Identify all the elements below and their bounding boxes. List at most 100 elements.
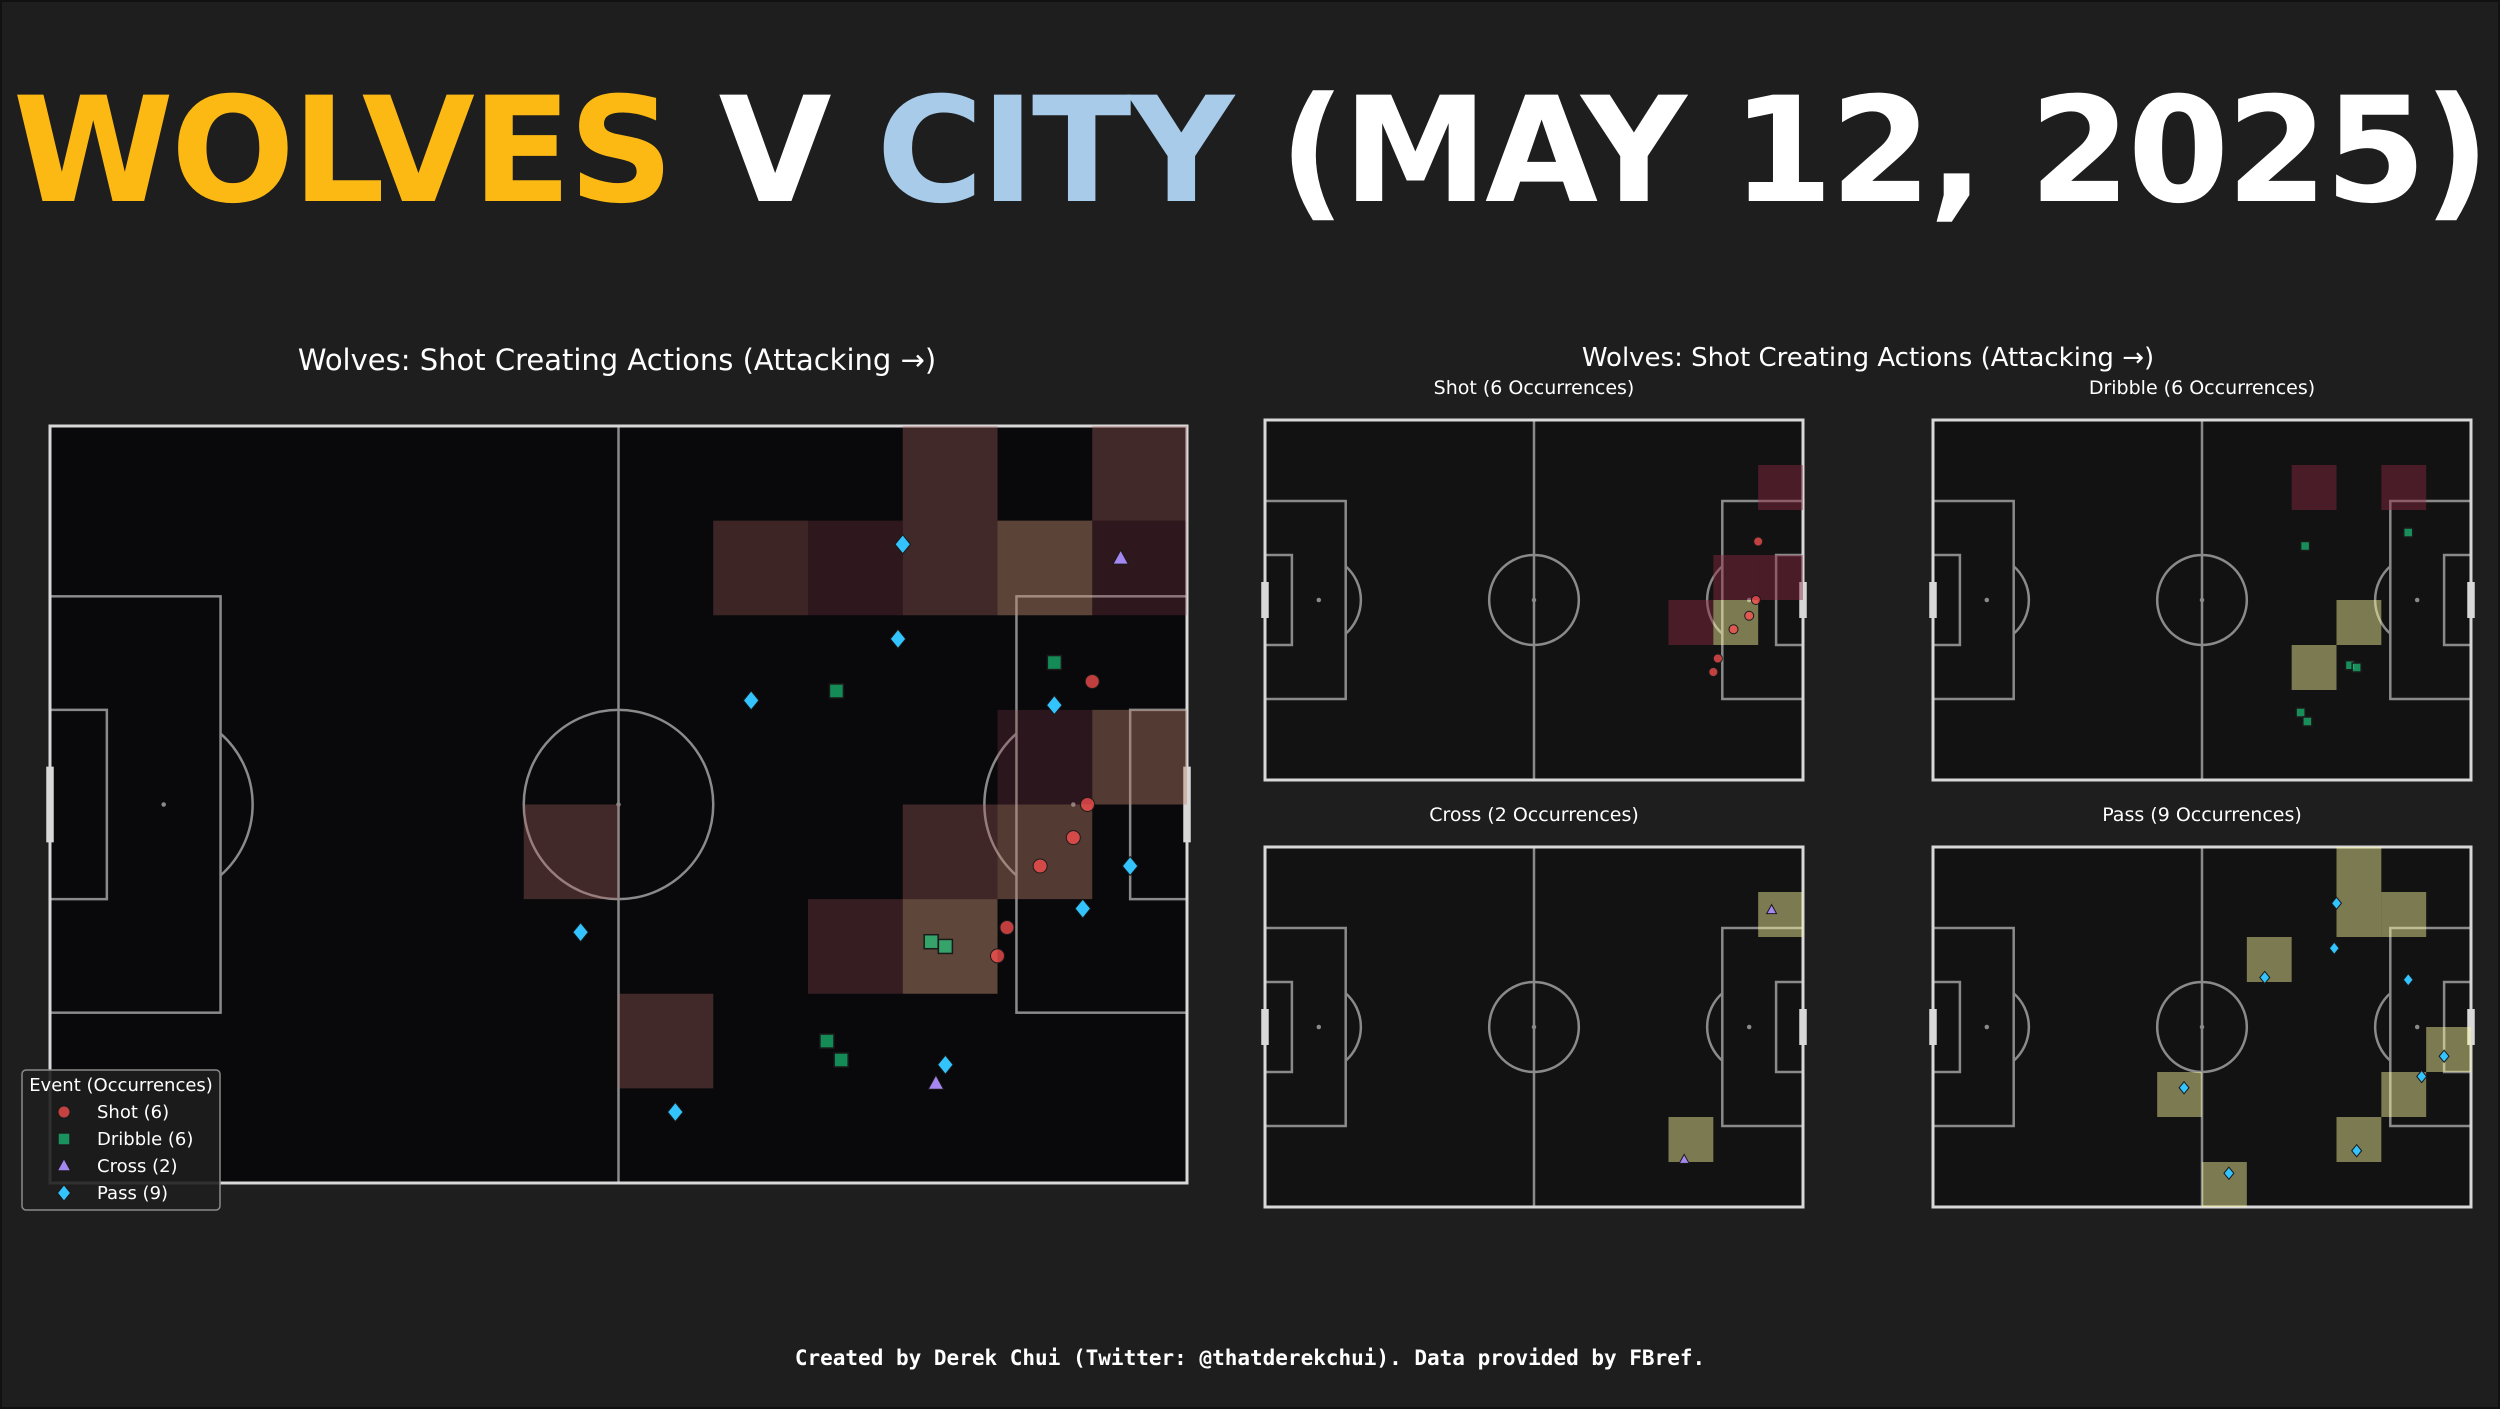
data-point-diamond — [889, 628, 907, 650]
data-point-circle — [1728, 624, 1739, 635]
legend-title: Event (Occurrences) — [29, 1075, 213, 1096]
heatmap-cell — [1758, 555, 1803, 600]
heatmap-cell — [902, 804, 998, 900]
heatmap-cell — [2336, 892, 2382, 937]
penalty-arc-left — [1344, 992, 1363, 1062]
data-point-triangle — [1678, 1153, 1690, 1164]
heatmap-cell — [2336, 1117, 2382, 1162]
legend-marker-triangle — [56, 1157, 72, 1172]
data-point-diamond — [2402, 972, 2414, 987]
main-chart-title: Wolves: Shot Creating Actions (Attacking… — [298, 343, 936, 377]
penalty-spot-right — [2414, 597, 2420, 603]
centre-spot — [1531, 597, 1537, 603]
centre-spot — [1531, 1024, 1537, 1030]
panel-title: Shot (6 Occurrences) — [1434, 377, 1635, 399]
heatmap-cell — [1713, 600, 1759, 645]
small-multiples: Wolves: Shot Creating Actions (Attacking… — [1261, 343, 2475, 1209]
centre-circle — [1487, 980, 1581, 1074]
headline-away-team: CITY — [876, 66, 1234, 236]
penalty-spot-left — [1984, 1024, 1990, 1030]
pitch-outline — [1931, 845, 2473, 1209]
centre-spot — [2199, 597, 2205, 603]
legend-marker-circle — [57, 1105, 71, 1119]
data-point-diamond — [1046, 694, 1063, 716]
data-point-diamond — [742, 690, 760, 711]
data-point-circle — [1753, 536, 1764, 547]
heatmap-cell — [2381, 892, 2427, 937]
data-point-diamond — [894, 534, 912, 555]
heatmap-cell — [2426, 1027, 2471, 1072]
penalty-arc-left — [219, 732, 254, 877]
heatmap-cell — [997, 804, 1093, 900]
data-point-square — [937, 938, 954, 955]
penalty-arc-right — [2373, 992, 2392, 1062]
penalty-arc-right — [2373, 565, 2392, 635]
legend-label: Dribble (6) — [97, 1129, 193, 1150]
data-point-square — [2351, 662, 2362, 673]
pitch-outline — [1263, 418, 1805, 782]
legend-label: Pass (9) — [97, 1183, 168, 1204]
headline-home-team: WOLVES — [12, 66, 674, 236]
credit-footer: Created by Derek Chui (Twitter: @thatder… — [794, 1346, 1706, 1370]
heatmap-cell — [1713, 555, 1759, 600]
penalty-arc-left — [1344, 565, 1363, 635]
heatmap-cell — [997, 709, 1093, 805]
heatmap-cell — [1092, 426, 1187, 521]
heatmap-cell — [2157, 1072, 2202, 1117]
penalty-spot-right — [1071, 802, 1076, 807]
heatmap-cell — [1092, 709, 1187, 805]
panel-title: Pass (9 Occurrences) — [2102, 804, 2302, 826]
panel-circle: Shot (6 Occurrences) — [1261, 377, 1807, 782]
penalty-spot-right — [1746, 1024, 1752, 1030]
data-point-diamond — [1121, 855, 1139, 877]
heatmap-cell — [1758, 892, 1803, 937]
heatmap-cell — [808, 899, 903, 994]
data-point-square — [1046, 654, 1063, 671]
heatmap-cell — [902, 426, 998, 521]
pitch-outline — [1931, 418, 2473, 782]
heatmap-cell — [2336, 847, 2382, 892]
heatmap-cell — [1758, 465, 1803, 510]
penalty-arc-right — [1705, 565, 1724, 635]
data-point-circle — [1750, 595, 1761, 605]
data-point-diamond — [2416, 1069, 2428, 1084]
centre-circle — [1487, 553, 1581, 647]
heatmap-cell — [2246, 937, 2292, 982]
data-point-square — [819, 1033, 835, 1049]
penalty-spot-right — [2414, 1024, 2420, 1030]
heatmap-cell — [713, 520, 808, 616]
data-point-diamond — [2178, 1080, 2190, 1095]
data-point-circle — [999, 920, 1015, 936]
heatmap-cell — [2336, 600, 2382, 645]
penalty-spot-left — [161, 802, 166, 807]
headline-title: WOLVES V CITY (MAY 12, 2025) — [0, 78, 2500, 224]
penalty-spot-left — [1984, 597, 1990, 603]
penalty-arc-left — [2012, 992, 2031, 1062]
panel-diamond: Pass (9 Occurrences) — [1929, 804, 2475, 1209]
heatmap-cell — [2202, 1162, 2247, 1207]
penalty-spot-left — [1316, 597, 1322, 603]
penalty-arc-right — [983, 732, 1018, 877]
panel-square: Dribble (6 Occurrences) — [1929, 377, 2475, 782]
heatmap-cell — [997, 520, 1093, 616]
data-point-square — [2402, 527, 2414, 538]
small-multiples-title: Wolves: Shot Creating Actions (Attacking… — [1582, 343, 2154, 373]
data-point-diamond — [667, 1101, 684, 1123]
headline-date: (MAY 12, 2025) — [1231, 66, 2490, 236]
data-point-circle — [1032, 858, 1048, 874]
data-point-diamond — [2223, 1166, 2235, 1181]
data-point-circle — [1708, 667, 1719, 677]
centre-spot — [616, 802, 621, 807]
legend: Event (Occurrences) Shot (6) Dribble (6) Cr… — [21, 1069, 221, 1211]
data-point-square — [2302, 716, 2313, 727]
legend-label: Cross (2) — [97, 1156, 178, 1177]
data-point-circle — [1080, 797, 1096, 812]
data-point-diamond — [2330, 896, 2343, 911]
pitch-outline — [1263, 845, 1805, 1209]
heatmap-cell — [902, 520, 998, 616]
data-point-diamond — [1074, 898, 1092, 919]
data-point-square — [923, 933, 939, 950]
heatmap-cell — [2291, 465, 2337, 510]
data-point-triangle — [927, 1074, 945, 1090]
